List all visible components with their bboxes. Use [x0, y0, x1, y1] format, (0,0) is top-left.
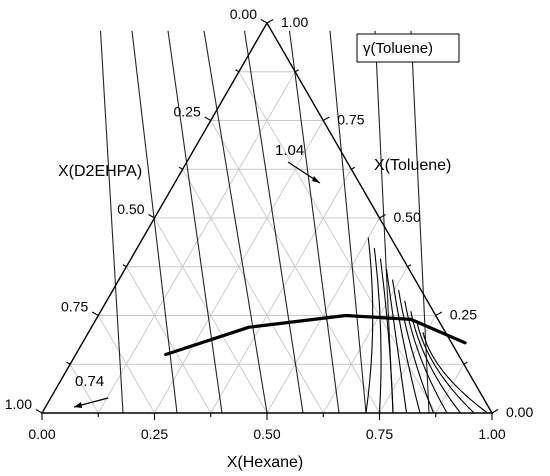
tick-mark-right	[266, 19, 274, 24]
tick-mark-left	[235, 69, 240, 73]
tick-label-bottom: 0.50	[253, 426, 280, 442]
tick-mark-left	[122, 264, 127, 268]
grid-line-hexane	[379, 315, 437, 414]
grid-line-hexane	[435, 364, 465, 414]
contour-line	[379, 258, 394, 414]
tick-mark-right	[463, 361, 468, 365]
grid-line-hexane	[97, 71, 296, 414]
annotation-label-2: 0.74	[75, 373, 104, 390]
grid-line-d2ehpa	[97, 315, 155, 414]
grid-line-d2ehpa	[69, 364, 99, 414]
grid-line-d2ehpa	[238, 71, 437, 414]
tick-label-left: 0.00	[230, 6, 257, 22]
contour-line	[392, 279, 421, 414]
contour-line	[131, 30, 178, 414]
contour-line	[373, 247, 382, 414]
legend-box: γ(Toluene)	[356, 33, 460, 63]
contour-line	[422, 332, 488, 414]
contour-line	[243, 30, 304, 414]
tick-label-left: 1.00	[5, 396, 32, 412]
axis-title-bottom: X(Hexane)	[227, 454, 303, 471]
contour-line	[99, 30, 124, 414]
tick-mark-right	[351, 166, 356, 170]
contour-line	[288, 30, 340, 414]
tick-mark-left	[178, 166, 183, 170]
grid-line-d2ehpa	[154, 217, 268, 414]
legend-label: γ(Toluene)	[363, 40, 433, 57]
tick-mark-left	[260, 19, 268, 24]
tick-labels: 0.00 0.00 0.00 0.25 0.25 0.25 0.50 0.50 0.50 0.75…	[5, 6, 534, 442]
annotation-arrowhead-1	[312, 176, 320, 183]
tick-label-right: 0.75	[337, 112, 364, 128]
grid-line-hexane	[266, 217, 380, 414]
grid-line-hexane	[210, 169, 352, 414]
contour-lines	[99, 30, 488, 414]
contour-line	[167, 30, 223, 414]
grid-lines	[69, 71, 465, 414]
legend-frame	[356, 33, 460, 63]
contour-line	[398, 290, 435, 414]
contour-line	[385, 269, 408, 414]
tick-label-right: 0.50	[394, 209, 421, 225]
axis-title-left: X(D2EHPA)	[58, 163, 142, 180]
tick-mark-right	[322, 116, 330, 121]
contour-line	[416, 321, 475, 414]
tick-label-bottom: 1.00	[478, 426, 505, 442]
tick-mark-left	[66, 361, 71, 365]
tick-label-left: 0.75	[61, 299, 88, 315]
tick-label-right: 0.25	[450, 307, 477, 323]
tick-mark-left	[148, 214, 155, 219]
contour-line	[365, 237, 374, 414]
grid-line-d2ehpa	[182, 169, 324, 414]
tick-mark-left	[91, 311, 99, 316]
tick-label-bottom: 0.75	[366, 426, 393, 442]
heavy-curve	[164, 313, 467, 357]
tick-label-left: 0.50	[117, 201, 144, 217]
tick-mark-left	[204, 116, 212, 121]
tick-marks	[35, 19, 499, 420]
contour-line	[203, 30, 268, 414]
tick-label-right: 1.00	[281, 14, 308, 30]
annotation-arrowhead-2	[74, 402, 82, 408]
tick-label-bottom: 0.25	[141, 426, 168, 442]
grid-line-hexane	[322, 266, 409, 414]
axis-title-right: X(Toluene)	[374, 157, 451, 174]
tick-mark-right	[407, 264, 412, 268]
contour-line	[329, 30, 367, 414]
heavy-curve-path	[164, 313, 467, 357]
tick-mark-right	[294, 69, 299, 73]
annotation-label-1: 1.04	[275, 142, 304, 159]
tick-mark-right	[379, 214, 386, 219]
tick-mark-right	[435, 311, 443, 316]
tick-label-left: 0.25	[174, 104, 201, 120]
contour-line	[404, 300, 448, 414]
tick-mark-right	[491, 409, 499, 414]
tick-mark-left	[35, 409, 43, 414]
tick-label-bottom: 0.00	[28, 426, 55, 442]
tick-label-right: 0.00	[506, 404, 533, 420]
annotations: 1.04 0.74	[73, 142, 321, 408]
